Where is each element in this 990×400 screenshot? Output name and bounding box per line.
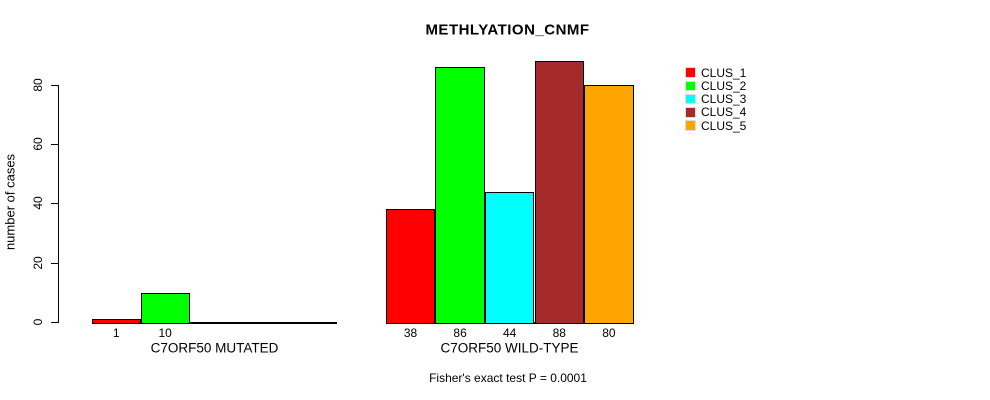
- bar-clus_3: [484, 191, 535, 324]
- bar-clus_5: [584, 84, 634, 324]
- legend-swatch: [685, 80, 696, 91]
- bar-clus_2: [435, 66, 485, 324]
- bar-clus_2: [140, 292, 190, 324]
- legend-swatch: [685, 67, 696, 78]
- y-axis-tick: [51, 143, 58, 145]
- chart-title: METHLYATION_CNMF: [425, 21, 590, 38]
- legend-label: CLUS_4: [701, 105, 747, 120]
- y-axis-tick-label: 20: [30, 256, 45, 270]
- bar-value-label: 80: [602, 325, 616, 340]
- legend-label: CLUS_2: [701, 78, 747, 93]
- y-axis-tick-label: 0: [30, 318, 45, 326]
- bar-clus_1: [91, 319, 141, 324]
- y-axis-tick: [51, 322, 58, 324]
- bar-value-label: 86: [453, 325, 467, 340]
- y-axis-tick: [51, 84, 58, 86]
- legend-label: CLUS_1: [701, 65, 747, 80]
- legend-swatch: [685, 93, 696, 105]
- group-label-wildtype: C7ORF50 WILD-TYPE: [440, 340, 579, 355]
- fisher-test-annotation: Fisher's exact test P = 0.0001: [429, 371, 587, 385]
- bar-clus_1: [385, 209, 436, 324]
- y-axis-tick-label: 80: [30, 77, 45, 92]
- y-axis-tick: [51, 203, 58, 205]
- legend-swatch: [685, 107, 696, 118]
- legend-label: CLUS_5: [701, 118, 747, 133]
- legend-label: CLUS_3: [701, 92, 747, 106]
- bar-value-label: 38: [403, 325, 418, 340]
- y-axis-tick-label: 40: [30, 196, 45, 211]
- bar-value-label: 88: [552, 325, 566, 340]
- y-axis-line: [58, 84, 59, 324]
- bar-value-label: 10: [158, 325, 172, 340]
- bar-clus_4: [534, 60, 585, 324]
- legend-swatch: [685, 120, 696, 131]
- group-baseline: [91, 321, 337, 324]
- y-axis-tick-label: 60: [30, 137, 45, 151]
- y-axis-tick: [51, 262, 58, 264]
- bar-value-label: 44: [503, 325, 517, 340]
- group-label-mutated: C7ORF50 MUTATED: [150, 340, 279, 355]
- bar-value-label: 1: [112, 325, 120, 340]
- y-axis-title: number of cases: [2, 153, 18, 251]
